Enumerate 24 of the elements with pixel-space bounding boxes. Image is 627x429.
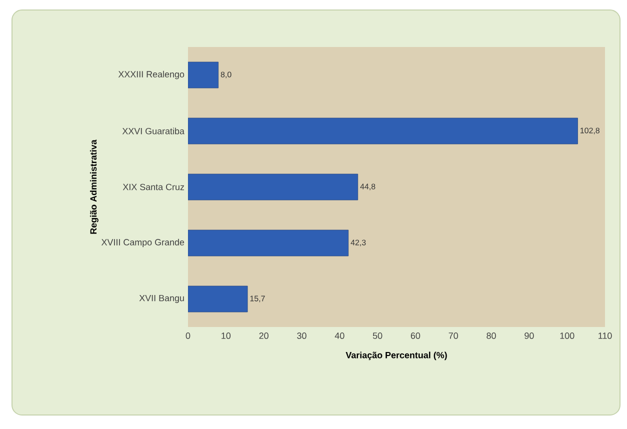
x-tick-label: 10: [222, 332, 231, 339]
x-tick-label: 80: [486, 332, 496, 339]
y-tick-label: XXVI Guaratiba: [122, 128, 184, 134]
bar: [188, 230, 349, 256]
y-tick-label: XVII Bangu: [139, 294, 184, 304]
bar: [188, 118, 578, 144]
y-tick-label: XIX Santa Cruz: [122, 184, 184, 190]
x-tick-label: 50: [372, 332, 382, 339]
x-tick-label: 100: [560, 332, 574, 339]
x-tick-label: 70: [448, 332, 458, 339]
y-tick-label: XVIII Campo Grande: [101, 238, 184, 248]
x-axis-title: Variação Percentual (%): [346, 352, 447, 360]
x-tick-label: 0: [186, 332, 190, 339]
x-tick-label: 110: [598, 332, 612, 339]
x-tick-label: 60: [410, 332, 420, 339]
x-tick-label: 20: [259, 332, 268, 339]
bar: [188, 286, 248, 312]
bar: [188, 174, 358, 200]
bar: [188, 62, 219, 88]
x-tick-label: 40: [334, 332, 344, 339]
y-axis-title: Região Administrativa: [90, 140, 98, 234]
x-tick-label: 90: [524, 332, 534, 339]
y-tick-label: XXXIII Realengo: [118, 70, 184, 80]
x-tick-label: 30: [297, 332, 306, 339]
